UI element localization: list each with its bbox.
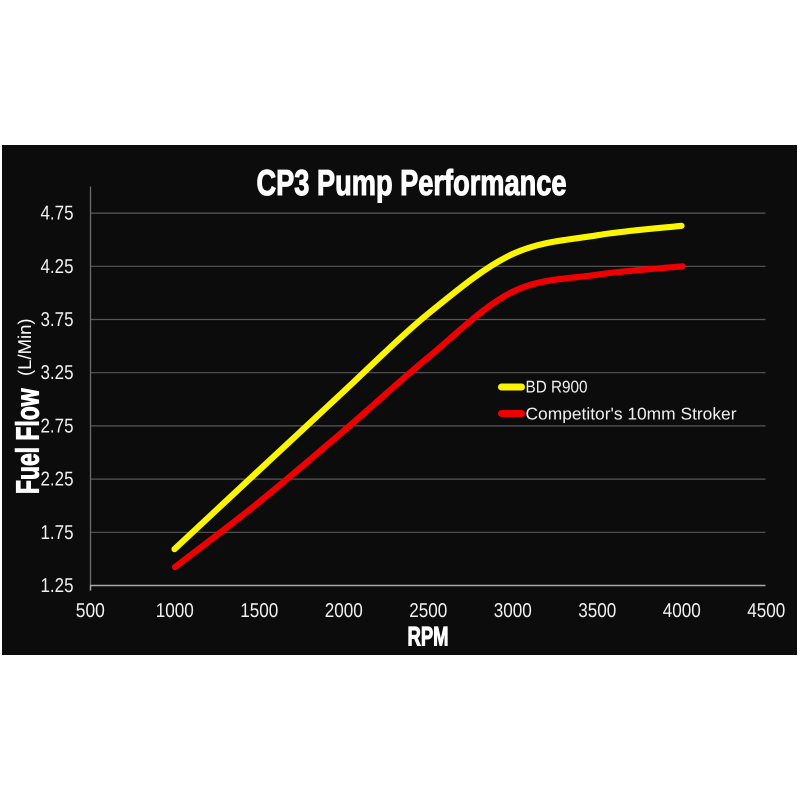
- svg-text:3.25: 3.25: [41, 362, 74, 384]
- svg-text:2000: 2000: [325, 600, 363, 622]
- svg-text:1500: 1500: [240, 600, 278, 622]
- svg-text:4.75: 4.75: [41, 203, 74, 225]
- svg-text:RPM: RPM: [408, 621, 449, 651]
- svg-text:500: 500: [76, 600, 105, 622]
- svg-text:CP3 Pump Performance: CP3 Pump Performance: [257, 162, 567, 203]
- svg-text:2.25: 2.25: [41, 469, 74, 491]
- svg-text:4.25: 4.25: [41, 256, 74, 278]
- svg-text:BD R900: BD R900: [526, 378, 588, 397]
- svg-text:4500: 4500: [747, 600, 785, 622]
- svg-text:2.75: 2.75: [41, 415, 74, 437]
- svg-text:1000: 1000: [156, 600, 194, 622]
- svg-text:3500: 3500: [578, 600, 616, 622]
- svg-text:1.75: 1.75: [41, 522, 74, 544]
- svg-text:Fuel Flow: Fuel Flow: [10, 388, 46, 494]
- svg-text:3000: 3000: [494, 600, 532, 622]
- svg-text:2500: 2500: [409, 600, 447, 622]
- svg-text:1.25: 1.25: [41, 575, 74, 597]
- svg-text:Competitor's 10mm Stroker: Competitor's 10mm Stroker: [526, 405, 737, 424]
- svg-text:4000: 4000: [663, 600, 701, 622]
- svg-text:3.75: 3.75: [41, 309, 74, 331]
- svg-text:(L/Min): (L/Min): [14, 318, 35, 376]
